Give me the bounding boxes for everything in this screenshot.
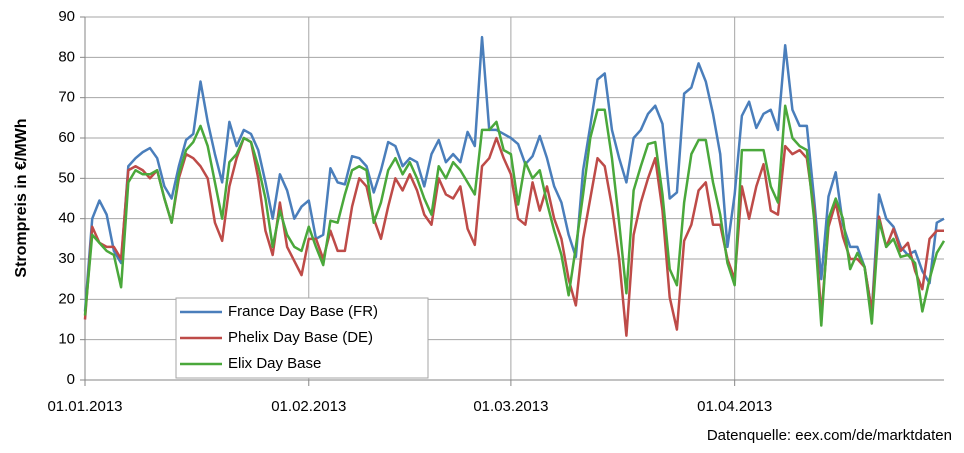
legend-label: Elix Day Base	[228, 355, 321, 372]
y-tick-label: 30	[58, 250, 75, 267]
x-tick-label: 01.03.2013	[473, 398, 548, 415]
legend-label: France Day Base (FR)	[228, 303, 378, 320]
y-tick-label: 0	[67, 371, 75, 388]
x-tick-label: 01.02.2013	[271, 398, 346, 415]
series-line	[83, 104, 946, 327]
y-tick-label: 80	[58, 48, 75, 65]
series-line	[83, 35, 945, 313]
x-tick-label: 01.04.2013	[697, 398, 772, 415]
y-tick-label: 50	[58, 169, 75, 186]
y-tick-label: 90	[58, 8, 75, 25]
source-note: Datenquelle: eex.com/de/marktdaten	[707, 427, 952, 444]
y-axis-label: Strompreis in €/MWh	[13, 118, 30, 277]
legend-label: Phelix Day Base (DE)	[228, 329, 373, 346]
series-line	[83, 136, 944, 337]
y-tick-label: 10	[58, 331, 75, 348]
y-tick-label: 60	[58, 129, 75, 146]
y-tick-label: 70	[58, 89, 75, 106]
y-tick-label: 20	[58, 290, 75, 307]
x-tick-label: 01.01.2013	[47, 398, 122, 415]
y-tick-label: 40	[58, 210, 75, 227]
